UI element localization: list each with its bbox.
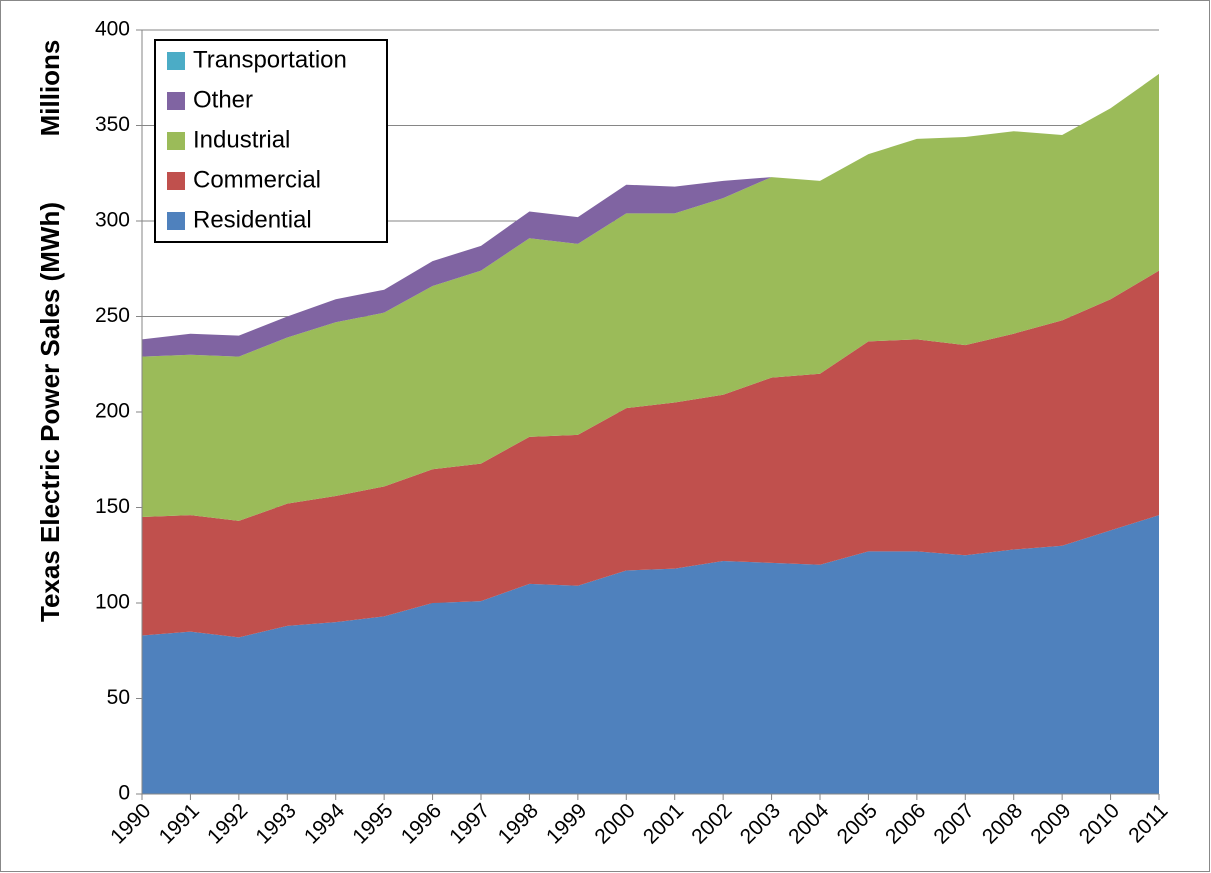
areas	[142, 73, 1159, 794]
legend: Transportation Other Industrial Commercial R…	[154, 39, 388, 243]
y-tick-label: 100	[95, 591, 130, 614]
legend-swatch	[167, 212, 185, 230]
area	[142, 73, 1159, 357]
y-tick-label: 200	[95, 400, 130, 423]
legend-swatch	[167, 172, 185, 190]
legend-box	[154, 39, 388, 243]
legend-label: Transportation	[193, 46, 347, 73]
legend-label: Residential	[193, 206, 312, 233]
area	[142, 515, 1159, 794]
y-tick-label: 350	[95, 113, 130, 136]
legend-swatch	[167, 52, 185, 70]
legend-label: Other	[193, 86, 253, 113]
y-tick-label: 400	[95, 18, 130, 41]
legend-label: Industrial	[193, 126, 290, 153]
area	[142, 73, 1159, 521]
y-tick-label: 0	[118, 782, 130, 805]
y-tick-label: 250	[95, 304, 130, 327]
y-unit-label: Millions	[35, 40, 65, 137]
y-tick-label: 150	[95, 495, 130, 518]
y-tick-label: 50	[107, 686, 130, 709]
y-tick-label: 300	[95, 209, 130, 232]
area	[142, 270, 1159, 638]
legend-swatch	[167, 132, 185, 150]
y-axis-title: Texas Electric Power Sales (MWh)	[35, 202, 65, 622]
legend-swatch	[167, 92, 185, 110]
legend-label: Commercial	[193, 166, 321, 193]
